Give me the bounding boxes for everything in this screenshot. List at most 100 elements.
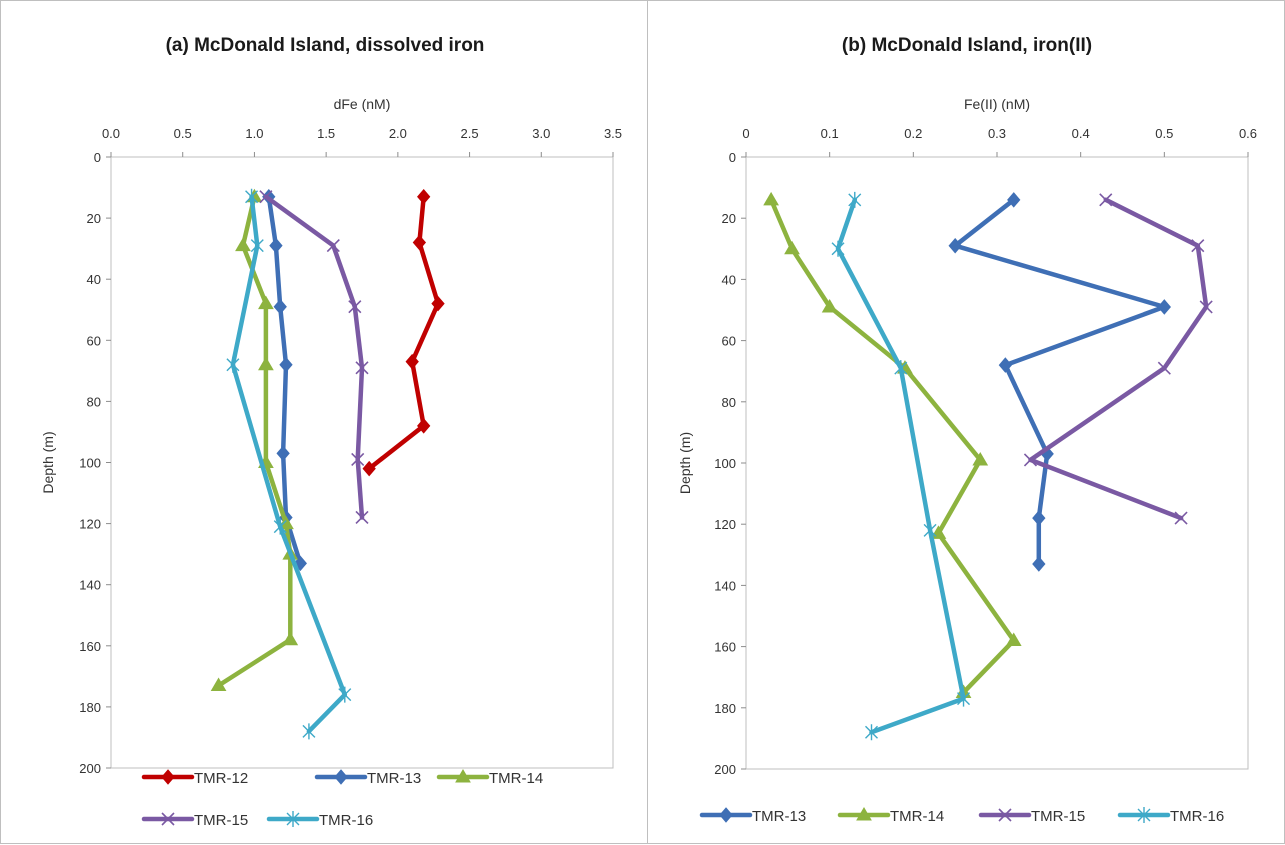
chart-a-legend-marker-tmr-13 [334,769,348,785]
chart-b-data-point-tmr-13 [1157,299,1171,315]
chart-b-y-axis-title: Depth (m) [677,432,693,494]
chart-a-data-point-tmr-14 [278,515,294,530]
chart-a-legend-marker-tmr-16 [286,811,300,827]
chart-b-data-point-tmr-14 [763,191,779,206]
chart-a-legend-label-tmr-16: TMR-16 [319,812,373,829]
chart-a-data-point-tmr-14 [210,677,227,692]
chart-b-data-point-tmr-14 [1005,632,1022,646]
chart-b-plot-area [745,156,1249,770]
chart-a-data-point-tmr-13 [276,445,290,462]
chart-a-legend-label-tmr-13: TMR-13 [367,770,421,787]
chart-b-legend-label-tmr-14: TMR-14 [890,808,944,825]
chart-b-y-tick-label: 60 [722,334,736,349]
chart-b-legend-marker-tmr-13 [719,807,733,823]
chart-a-data-point-tmr-12 [417,418,431,434]
chart-a-y-tick-label: 160 [79,639,101,654]
chart-a-data-point-tmr-14 [282,631,299,646]
chart-b-y-tick-label: 120 [714,517,736,532]
chart-b-data-point-tmr-14 [821,298,838,313]
chart-b-y-tick-label: 180 [714,701,736,716]
chart-a-y-tick-label: 200 [79,761,101,776]
chart-a-y-tick-label: 100 [79,456,101,471]
chart-a-x-tick-label: 2.0 [389,126,407,141]
chart-b-data-point-tmr-16 [865,724,878,741]
chart-a-legend-marker-tmr-14 [455,769,471,783]
chart-a-data-point-tmr-15 [259,190,273,204]
chart-b-data-point-tmr-15 [1023,453,1038,467]
chart-a-y-tick-label: 180 [79,700,101,715]
chart-a-data-point-tmr-12 [362,460,376,477]
chart-a-y-tick-label: 20 [87,211,101,226]
chart-b-x-tick-label: 0.4 [1072,126,1090,141]
chart-a-chart-title: (a) McDonald Island, dissolved iron [166,35,485,56]
chart-b-y-tick-label: 140 [714,578,736,593]
chart-b-x-tick-label: 0.1 [821,126,839,141]
chart-b-data-point-tmr-15 [1199,300,1213,314]
chart-a-data-point-tmr-15 [355,361,369,375]
chart-b-data-point-tmr-16 [923,522,937,539]
chart-a-data-point-tmr-16 [226,356,240,373]
chart-a-x-tick-label: 1.5 [317,126,335,141]
chart-a-data-point-tmr-13 [269,237,283,254]
chart-b-data-point-tmr-16 [957,690,971,707]
chart-a-y-tick-label: 60 [87,333,101,348]
chart-b-data-point-tmr-15 [1174,511,1188,525]
chart-a-data-point-tmr-15 [326,239,340,253]
chart-a-data-point-tmr-12 [405,353,419,370]
chart-a-legend-marker-tmr-15 [161,812,175,826]
chart-b-x-tick-label: 0.3 [988,126,1006,141]
chart-b-legend-marker-tmr-16 [1137,807,1151,823]
chart-b-data-point-tmr-13 [948,237,962,254]
chart-b-y-tick-label: 100 [714,456,736,471]
chart-a-series-line-tmr-16 [230,194,348,734]
chart-a-x-tick-label: 3.0 [532,126,550,141]
chart-b-x-tick-label: 0.2 [904,126,922,141]
chart-b-series-line-tmr-13 [952,197,1167,567]
chart-b-y-tick-label: 40 [722,272,736,287]
chart-a-x-tick-label: 0.0 [102,126,120,141]
chart-b-x-tick-label: 0.5 [1155,126,1173,141]
chart-b-chart-title: (b) McDonald Island, iron(II) [842,35,1092,56]
chart-a-x-tick-label: 0.5 [174,126,192,141]
chart-a-data-point-tmr-14 [258,295,274,310]
chart-b-data-point-tmr-15 [1157,361,1171,375]
chart-b-y-tick-label: 0 [729,150,736,165]
chart-a-x-tick-label: 1.0 [245,126,263,141]
chart-a-data-point-tmr-12 [431,295,445,312]
chart-a-x-axis-title: dFe (nM) [334,96,391,112]
chart-a-data-point-tmr-16 [250,237,264,254]
chart-b-y-tick-label: 80 [722,395,736,410]
chart-b-data-point-tmr-15 [1191,239,1205,253]
chart-b-legend-marker-tmr-15 [998,808,1012,822]
chart-a-y-tick-label: 80 [87,394,101,409]
chart-b-data-point-tmr-14 [784,240,800,255]
chart-a-legend-label-tmr-15: TMR-15 [194,812,248,829]
chart-a-data-point-tmr-16 [302,723,316,740]
chart-b-x-tick-label: 0.6 [1239,126,1257,141]
chart-a-y-axis-title: Depth (m) [40,431,56,493]
chart-a-data-point-tmr-16 [273,518,287,535]
chart-b-svg: (b) McDonald Island, iron(II) Fe(II) (nM)… [677,35,1257,825]
chart-a-x-tick-label: 3.5 [604,126,622,141]
chart-panel-dissolved-iron: (a) McDonald Island, dissolved iron dFe (… [0,0,648,844]
chart-a-y-tick-label: 140 [79,578,101,593]
chart-b-data-point-tmr-14 [972,451,989,466]
chart-a-legend-marker-tmr-12 [161,769,175,785]
chart-a-y-tick-label: 40 [87,272,101,287]
chart-a-data-point-tmr-13 [279,356,293,373]
chart-a-svg: (a) McDonald Island, dissolved iron dFe (… [40,35,622,829]
chart-a-data-point-tmr-15 [348,300,362,314]
chart-b-x-axis-title: Fe(II) (nM) [964,96,1030,112]
chart-panel-iron-ii: (b) McDonald Island, iron(II) Fe(II) (nM)… [647,0,1285,844]
chart-a-x-tick-label: 2.5 [461,126,479,141]
chart-a-data-point-tmr-12 [417,188,431,205]
chart-b-legend-label-tmr-16: TMR-16 [1170,808,1224,825]
chart-a-series-line-tmr-12 [366,194,441,471]
chart-a-data-point-tmr-16 [245,188,259,205]
chart-a-series-line-tmr-15 [263,194,365,520]
chart-b-legend-marker-tmr-14 [856,807,872,821]
chart-b-series-line-tmr-16 [835,197,966,735]
chart-b-data-point-tmr-16 [894,360,908,377]
chart-b-y-tick-label: 200 [714,762,736,777]
chart-a-y-tick-label: 0 [94,150,101,165]
